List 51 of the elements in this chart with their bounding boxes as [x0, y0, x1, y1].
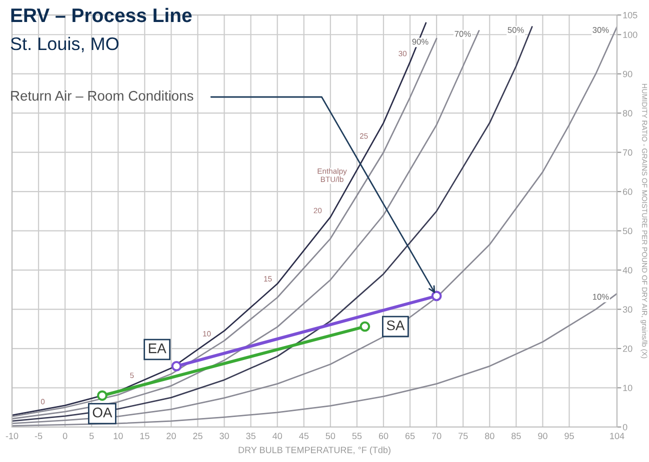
x-tick-label: 85: [512, 432, 521, 440]
y-tick-label: 50: [622, 228, 632, 234]
y-tick-label: 60: [623, 188, 632, 195]
series-label: 50%: [508, 26, 524, 33]
x-tick-label: 40: [272, 432, 282, 440]
annotation: OA: [92, 408, 112, 418]
x-tick-label: 0: [62, 432, 68, 440]
series-label: 10%: [592, 294, 609, 300]
x-tick-label: -5: [34, 432, 42, 440]
y-tick-label: 0: [622, 424, 628, 430]
x-tick-label: 30: [220, 432, 229, 440]
x-tick-label: 65: [405, 432, 415, 440]
annotation: Return Air – Room Conditions: [11, 90, 194, 101]
point: [97, 390, 108, 401]
chart-title: ERV – Process Line: [11, 8, 192, 22]
x-tick-label: 10: [114, 432, 123, 440]
annotation: EA: [148, 344, 166, 354]
x-tick-label: 5: [89, 432, 94, 440]
x-tick-label: 50: [326, 432, 336, 440]
x-axis-title: DRY BULB TEMPERATURE, °F (Tdb): [238, 446, 390, 455]
series-label: 90%: [412, 38, 428, 45]
x-tick-label: 70: [432, 432, 442, 440]
series-label: 30%: [592, 26, 609, 33]
text: St. Louis, MO: [10, 36, 119, 52]
x-tick-label: 90: [538, 432, 548, 440]
x-tick-label: 80: [485, 432, 494, 440]
y-tick-label: 90: [622, 70, 632, 78]
point: [171, 360, 182, 372]
x-tick-label: 35: [246, 432, 256, 440]
y-tick-label: 100: [623, 32, 638, 38]
x-tick-label: 95: [564, 432, 574, 440]
x-tick-label: 104: [610, 432, 624, 440]
point: [431, 290, 442, 302]
y-tick-label: 40: [622, 267, 632, 274]
point: [360, 321, 370, 332]
x-tick-label: 15: [140, 432, 150, 440]
y-tick-label: 105: [623, 12, 638, 18]
y-tick-label: 80: [622, 110, 632, 116]
y-tick-label: 10: [623, 384, 632, 392]
series-label: 70%: [454, 30, 471, 37]
y-tick-label: 70: [623, 149, 632, 156]
annotation: SA: [386, 320, 405, 330]
x-tick-label: 20: [166, 432, 176, 440]
x-tick-label: 75: [458, 432, 468, 440]
x-tick-label: 45: [299, 432, 309, 440]
y-tick-label: 30: [622, 306, 632, 313]
x-tick-label: 55: [352, 432, 362, 440]
x-tick-label: 60: [378, 432, 388, 440]
x-tick-label: -10: [6, 432, 18, 440]
x-tick-label: 25: [193, 432, 202, 440]
y-tick-label: 20: [623, 345, 632, 352]
